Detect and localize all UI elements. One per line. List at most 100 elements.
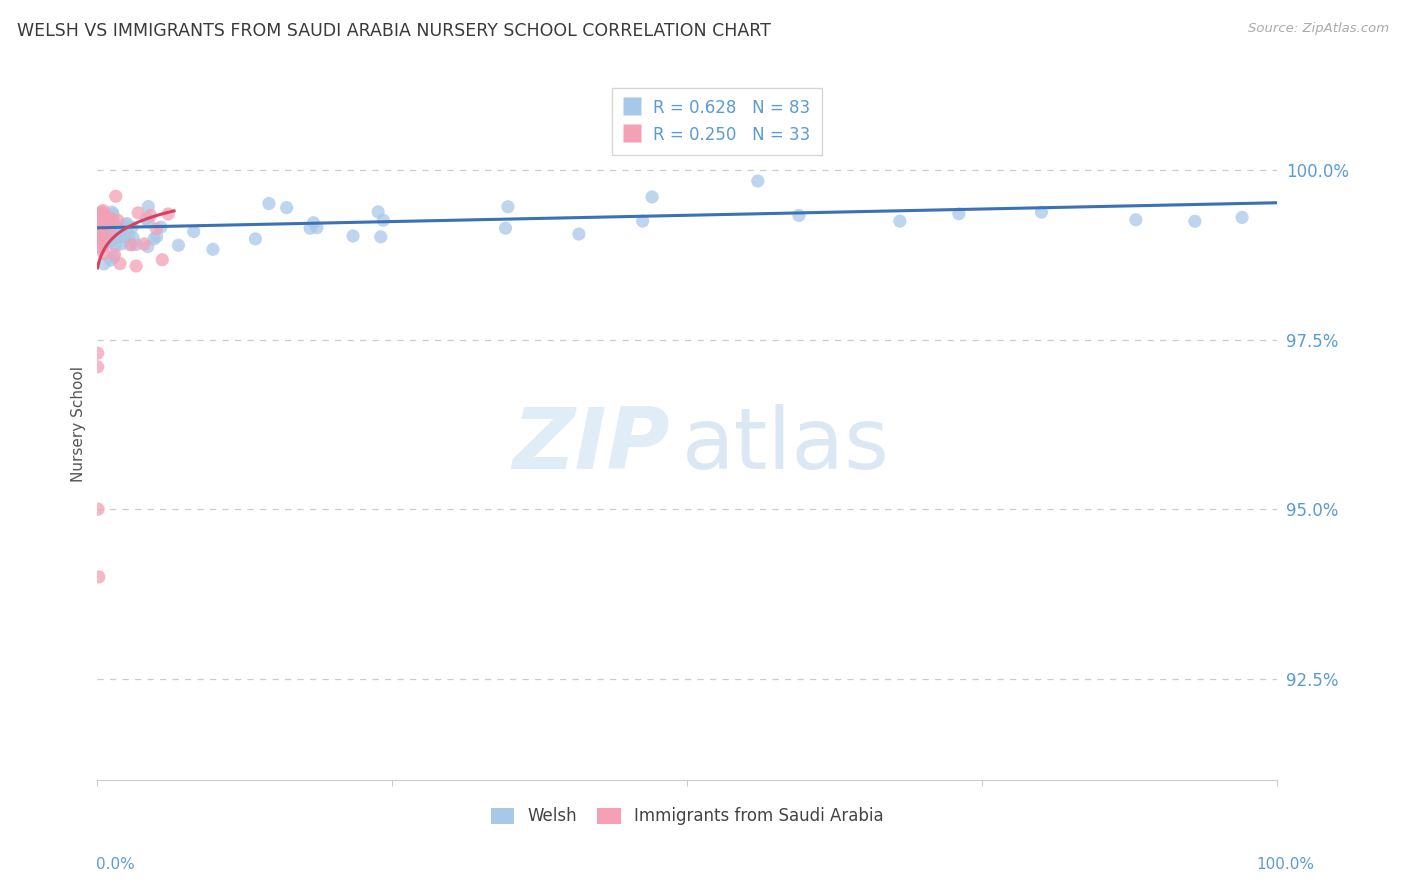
Point <box>100 232 122 246</box>
Point <box>373 213 395 227</box>
Point <box>127 206 149 220</box>
Point <box>1230 211 1253 225</box>
Point <box>631 214 654 228</box>
Point <box>105 230 128 244</box>
Point <box>948 207 970 221</box>
Point <box>91 240 114 254</box>
Point <box>121 238 143 252</box>
Point <box>305 220 328 235</box>
Point <box>245 232 267 246</box>
Point <box>136 200 159 214</box>
Point <box>91 203 114 218</box>
Point <box>150 252 173 267</box>
Point <box>1031 205 1053 219</box>
Point <box>139 208 162 222</box>
Point <box>87 240 110 254</box>
Point <box>103 250 125 264</box>
Point <box>100 253 122 268</box>
Point <box>100 219 122 234</box>
Point <box>91 211 114 225</box>
Point <box>91 223 114 237</box>
Point <box>115 217 138 231</box>
Point <box>108 257 131 271</box>
Point <box>110 219 132 234</box>
Point <box>114 229 136 244</box>
Point <box>107 213 129 227</box>
Point <box>134 236 156 251</box>
Text: Source: ZipAtlas.com: Source: ZipAtlas.com <box>1249 22 1389 36</box>
Point <box>86 359 108 374</box>
Point <box>167 238 190 252</box>
Text: atlas: atlas <box>682 404 890 487</box>
Point <box>143 232 166 246</box>
Point <box>145 229 167 244</box>
Point <box>112 230 135 244</box>
Point <box>1184 214 1206 228</box>
Point <box>122 231 145 245</box>
Point <box>98 225 121 239</box>
Point <box>103 230 125 244</box>
Point <box>89 241 111 255</box>
Point <box>118 237 141 252</box>
Point <box>110 237 132 252</box>
Point <box>96 219 118 234</box>
Point <box>101 205 124 219</box>
Point <box>496 200 519 214</box>
Text: ZIP: ZIP <box>512 404 669 487</box>
Point <box>103 247 125 261</box>
Point <box>125 237 148 252</box>
Text: WELSH VS IMMIGRANTS FROM SAUDI ARABIA NURSERY SCHOOL CORRELATION CHART: WELSH VS IMMIGRANTS FROM SAUDI ARABIA NU… <box>17 22 770 40</box>
Point <box>367 204 389 219</box>
Point <box>145 221 167 235</box>
Point <box>1125 212 1147 227</box>
Point <box>136 239 159 253</box>
Point <box>87 570 110 584</box>
Point <box>98 235 121 250</box>
Point <box>90 215 112 229</box>
Point <box>98 235 121 249</box>
Y-axis label: Nursery School: Nursery School <box>72 367 86 483</box>
Point <box>96 211 118 226</box>
Point <box>276 201 298 215</box>
Point <box>97 227 120 241</box>
Point <box>90 205 112 219</box>
Point <box>93 220 115 235</box>
Point <box>101 216 124 230</box>
Point <box>93 257 115 271</box>
Point <box>889 214 911 228</box>
Point <box>90 221 112 235</box>
Legend: Welsh, Immigrants from Saudi Arabia: Welsh, Immigrants from Saudi Arabia <box>491 807 884 825</box>
Point <box>302 216 325 230</box>
Point <box>342 229 364 244</box>
Point <box>108 223 131 237</box>
Point <box>101 211 124 226</box>
Point <box>93 246 115 260</box>
Point <box>96 210 118 224</box>
Point <box>86 346 108 360</box>
Point <box>98 226 121 240</box>
Point <box>100 213 122 227</box>
Point <box>135 211 157 226</box>
Point <box>104 189 127 203</box>
Point <box>89 235 111 249</box>
Point <box>89 228 111 243</box>
Point <box>787 209 810 223</box>
Point <box>94 229 117 244</box>
Point <box>201 242 224 256</box>
Point <box>121 220 143 235</box>
Point <box>101 214 124 228</box>
Point <box>91 219 114 233</box>
Point <box>150 220 173 235</box>
Text: 100.0%: 100.0% <box>1257 857 1315 872</box>
Point <box>299 221 322 235</box>
Point <box>87 219 110 233</box>
Point <box>98 218 121 232</box>
Point <box>641 190 664 204</box>
Text: 0.0%: 0.0% <box>96 857 135 872</box>
Point <box>90 232 112 246</box>
Point <box>157 207 180 221</box>
Point <box>93 228 115 243</box>
Point <box>97 213 120 227</box>
Point <box>87 217 110 231</box>
Point <box>495 221 517 235</box>
